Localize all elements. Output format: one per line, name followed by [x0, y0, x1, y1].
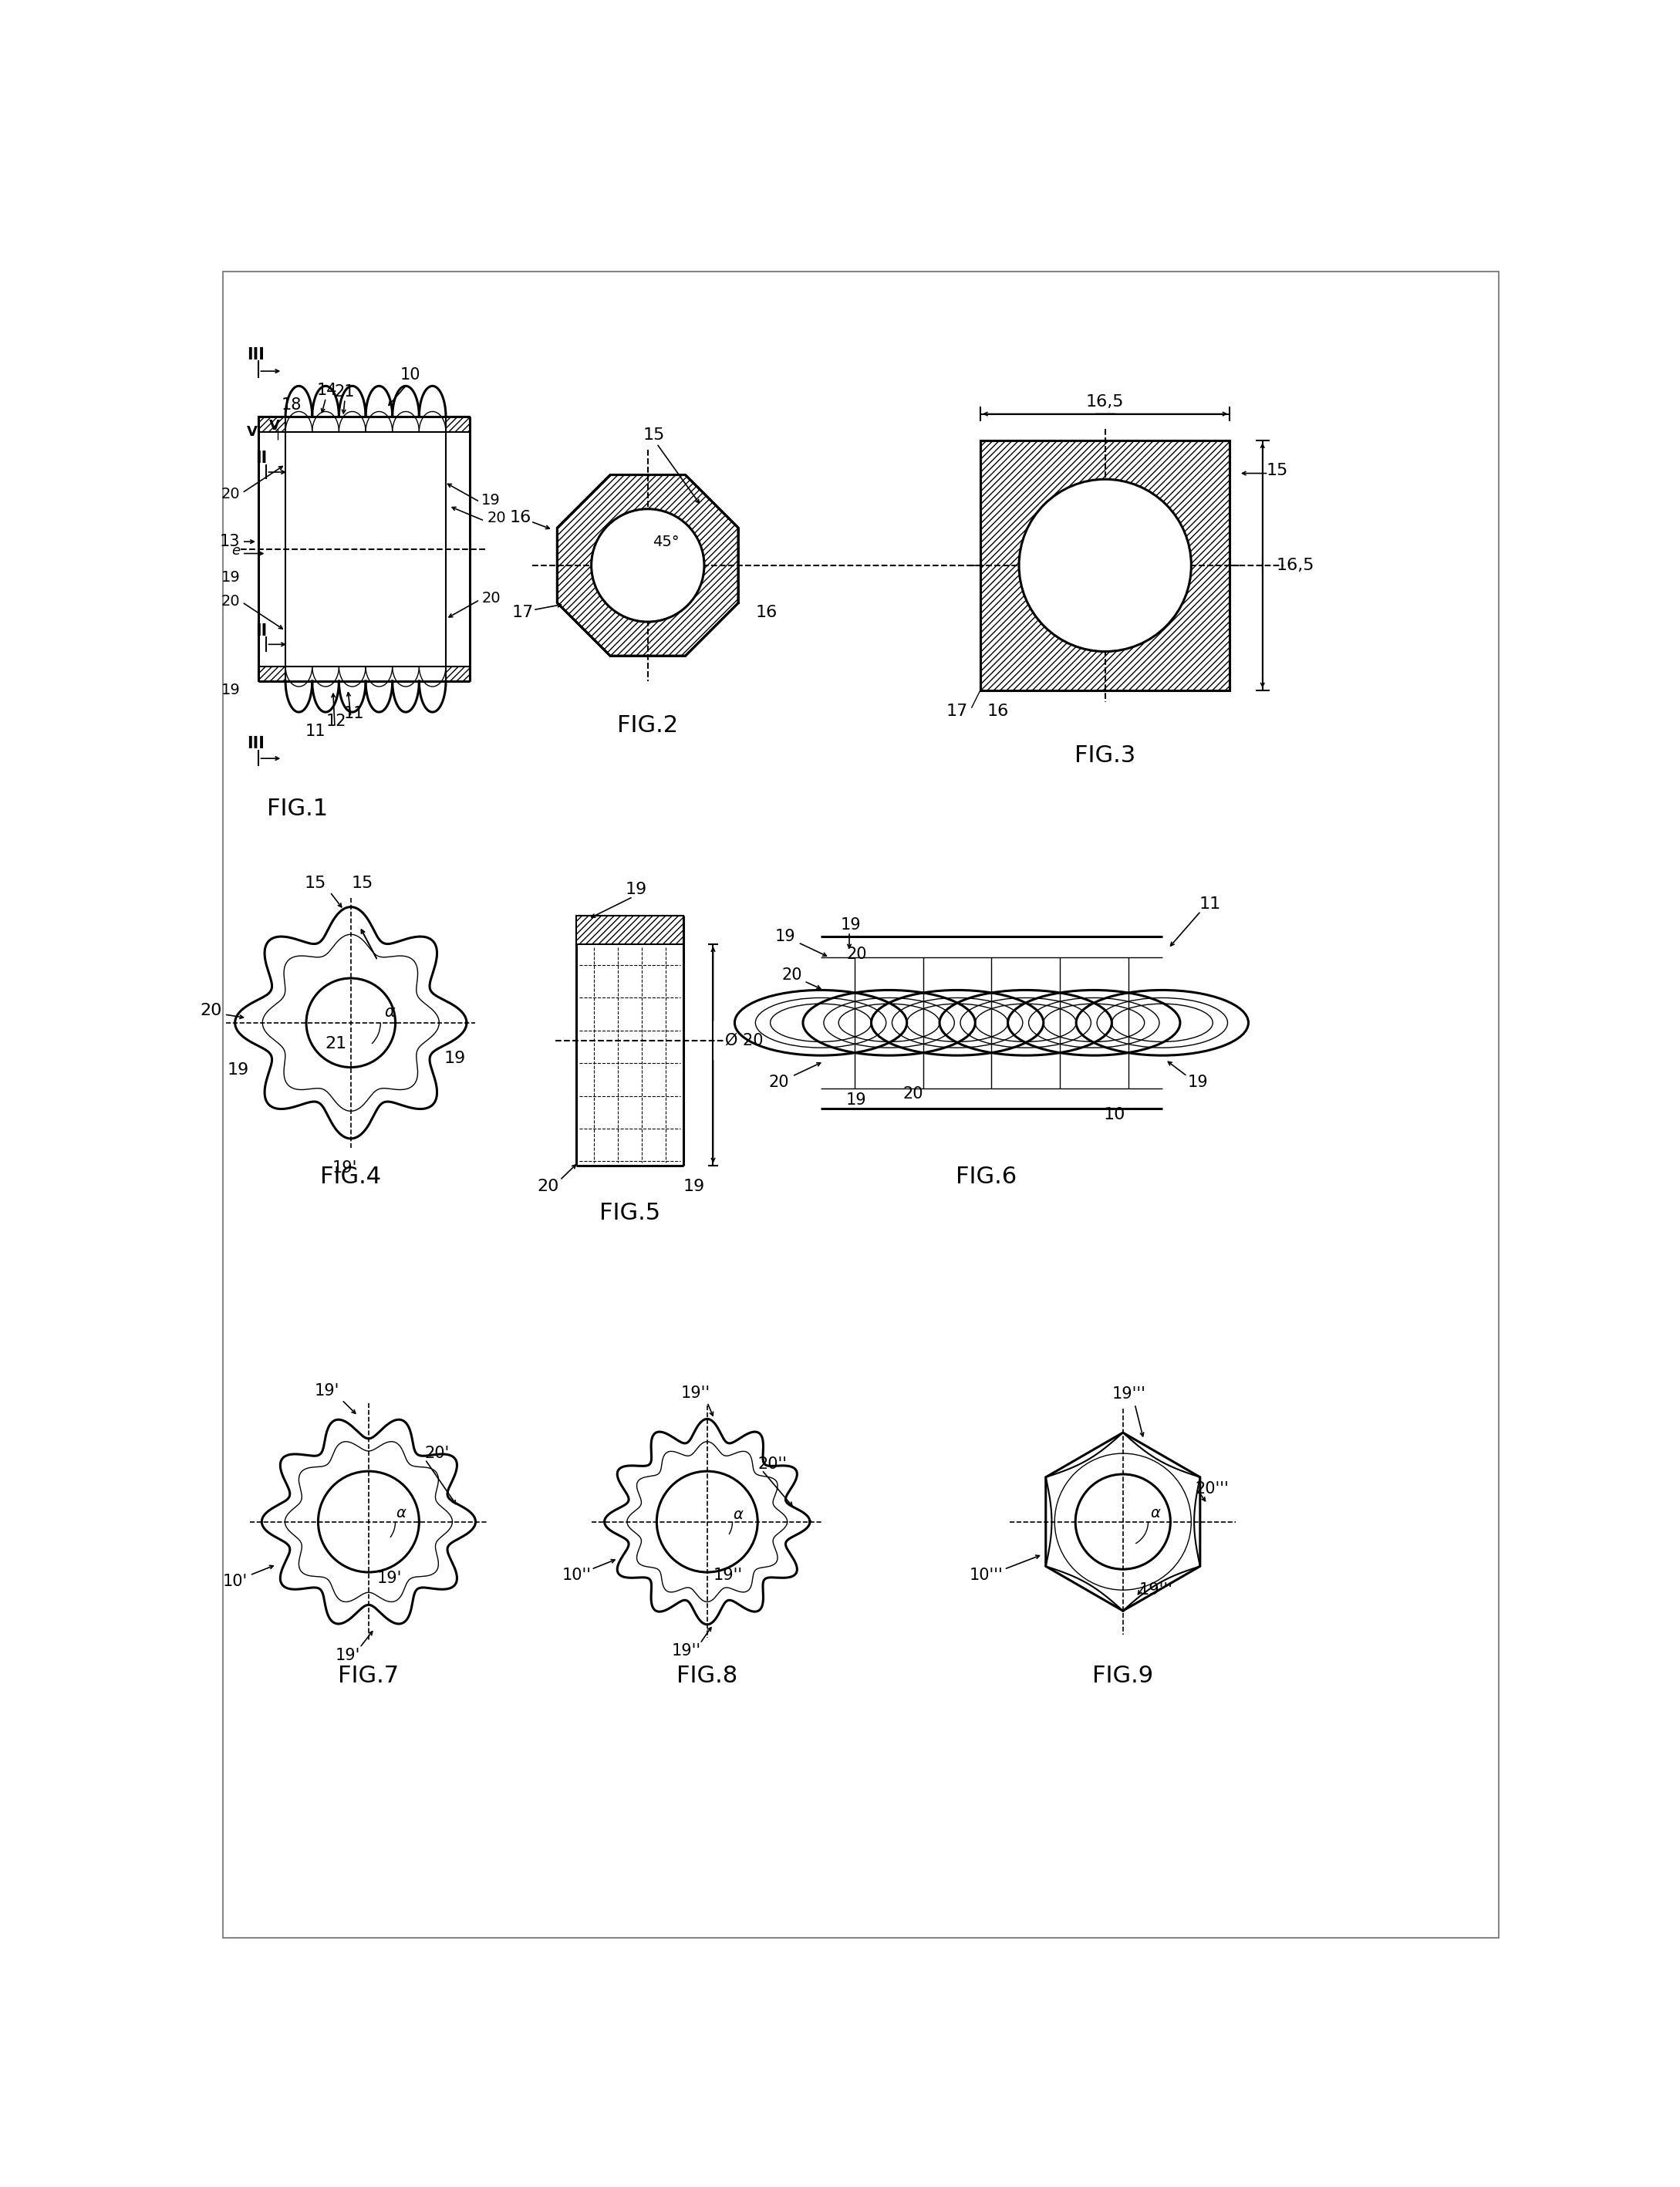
Text: 19: 19 — [847, 1091, 867, 1107]
Text: 20: 20 — [220, 593, 240, 608]
Text: 19: 19 — [222, 571, 240, 584]
Text: FIG.5: FIG.5 — [600, 1201, 660, 1225]
Text: FIG.6: FIG.6 — [956, 1166, 1016, 1188]
Text: V: V — [247, 424, 257, 440]
Text: α: α — [396, 1507, 407, 1520]
Text: 19: 19 — [1188, 1074, 1208, 1089]
Bar — [576, 916, 684, 945]
Text: FIG.1: FIG.1 — [267, 798, 328, 820]
Text: 19: 19 — [840, 916, 860, 932]
Bar — [445, 418, 470, 431]
Text: 15: 15 — [643, 426, 665, 442]
Text: 45°: 45° — [652, 534, 679, 549]
Text: 10'': 10'' — [561, 1568, 591, 1583]
Text: 20: 20 — [902, 1087, 922, 1102]
Text: 16: 16 — [509, 510, 531, 525]
Text: 19: 19 — [444, 1050, 465, 1065]
Text: 10: 10 — [400, 367, 420, 383]
Text: 19': 19' — [333, 1161, 358, 1177]
Text: 19': 19' — [376, 1570, 402, 1586]
Text: 16,5: 16,5 — [1085, 394, 1124, 409]
Circle shape — [1020, 479, 1191, 652]
Text: 21: 21 — [324, 1037, 346, 1052]
Text: II: II — [255, 451, 267, 466]
Text: 20: 20 — [482, 590, 501, 606]
Bar — [259, 418, 286, 431]
Text: FIG.2: FIG.2 — [617, 715, 679, 737]
Text: 20: 20 — [487, 510, 506, 525]
Text: 19: 19 — [774, 929, 795, 945]
Text: 20: 20 — [200, 1004, 222, 1019]
Text: 19: 19 — [227, 1063, 249, 1078]
Text: FIG.4: FIG.4 — [321, 1166, 381, 1188]
Text: 10: 10 — [1104, 1107, 1126, 1122]
Text: 19: 19 — [625, 881, 647, 897]
Text: FIG.9: FIG.9 — [1092, 1664, 1154, 1688]
Text: 19: 19 — [482, 492, 501, 507]
Text: 19: 19 — [684, 1179, 706, 1194]
Circle shape — [591, 510, 704, 621]
Text: 19': 19' — [314, 1384, 339, 1400]
Text: 16: 16 — [756, 606, 778, 621]
Text: 19'': 19'' — [672, 1642, 701, 1658]
Text: α: α — [732, 1507, 743, 1522]
Text: 12: 12 — [326, 713, 346, 728]
Text: 19'': 19'' — [680, 1384, 711, 1400]
Text: II: II — [255, 623, 267, 639]
Text: 11: 11 — [1200, 897, 1221, 912]
Text: III: III — [247, 735, 264, 752]
Text: 16,5: 16,5 — [1277, 558, 1314, 573]
Text: 11: 11 — [306, 724, 326, 739]
Text: α: α — [385, 1004, 395, 1019]
Text: 21: 21 — [334, 385, 354, 400]
Bar — [445, 667, 470, 680]
Text: 15: 15 — [351, 875, 373, 890]
Text: 20: 20 — [769, 1074, 790, 1089]
Polygon shape — [558, 475, 738, 656]
Text: 19''': 19''' — [1139, 1583, 1173, 1599]
Text: 19': 19' — [336, 1647, 360, 1662]
Bar — [981, 440, 1230, 691]
Text: 20: 20 — [538, 1179, 559, 1194]
Text: 17: 17 — [512, 606, 534, 621]
Text: 19: 19 — [222, 682, 240, 698]
Text: FIG.8: FIG.8 — [677, 1664, 738, 1688]
Text: 18: 18 — [281, 398, 302, 413]
Text: Ø 20: Ø 20 — [724, 1032, 763, 1048]
Text: α: α — [1151, 1507, 1161, 1520]
Text: 19'': 19'' — [714, 1568, 743, 1583]
Text: 13: 13 — [220, 534, 240, 549]
Text: 15: 15 — [1267, 464, 1289, 479]
Bar — [981, 440, 1230, 691]
Text: 20: 20 — [847, 947, 867, 962]
Text: e: e — [232, 545, 240, 558]
Text: 19''': 19''' — [1112, 1387, 1146, 1402]
Text: 16: 16 — [988, 704, 1010, 720]
Text: 11: 11 — [343, 706, 365, 722]
Text: 14: 14 — [318, 383, 338, 398]
Text: 20: 20 — [220, 488, 240, 501]
Bar — [259, 667, 286, 680]
Text: 20''': 20''' — [1194, 1481, 1228, 1496]
Text: 10': 10' — [222, 1572, 247, 1588]
Text: 20: 20 — [781, 967, 803, 982]
Text: 15: 15 — [304, 875, 326, 890]
Text: V: V — [269, 420, 279, 433]
Text: III: III — [247, 348, 264, 363]
Text: 20'': 20'' — [758, 1457, 788, 1472]
Text: FIG.3: FIG.3 — [1075, 744, 1136, 768]
Text: 10''': 10''' — [969, 1568, 1003, 1583]
Text: 17: 17 — [946, 704, 968, 720]
Text: FIG.7: FIG.7 — [338, 1664, 400, 1688]
Text: 20': 20' — [425, 1446, 449, 1461]
